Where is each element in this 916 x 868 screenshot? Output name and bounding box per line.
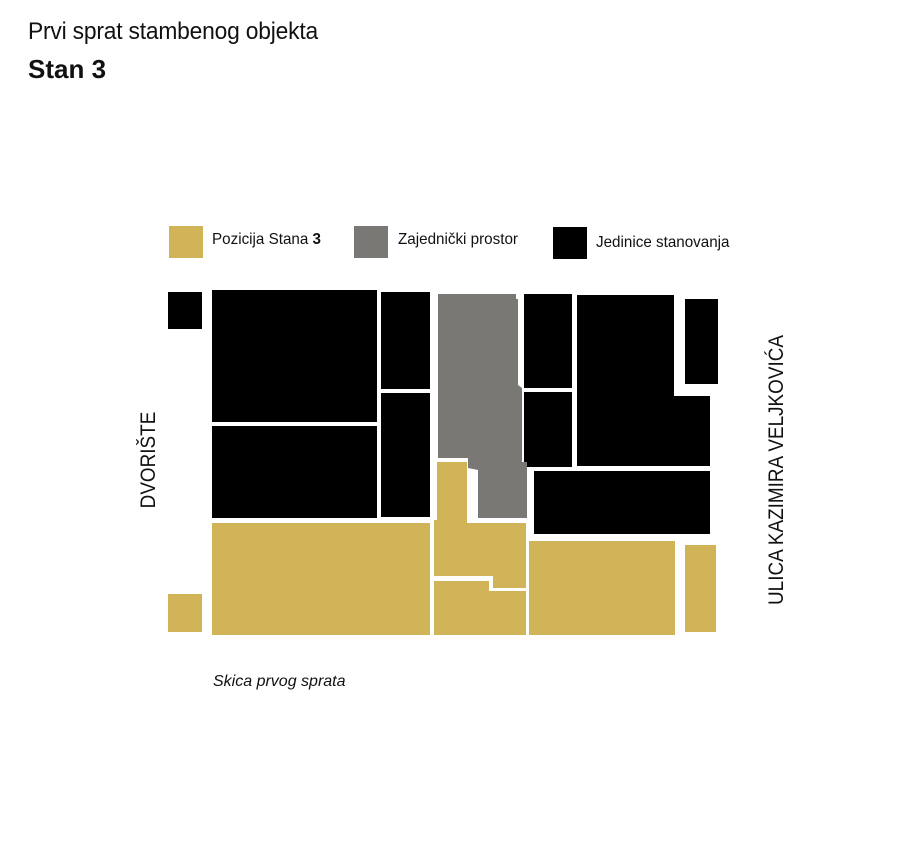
unit-mid-left: [212, 426, 377, 518]
legend-swatch-housing-units: [553, 227, 587, 259]
common-corridor: [438, 294, 527, 518]
legend-label-common-space: Zajednički prostor: [398, 231, 518, 248]
stan3-main-room: [212, 523, 430, 635]
street-label: ULICA KAZIMIRA VELJKOVIĆA: [765, 335, 788, 605]
legend-swatch-stan3: [169, 226, 203, 258]
unit-right-a-top: [524, 294, 572, 388]
stan3-right-room: [529, 541, 675, 635]
stan-3-position: [168, 462, 716, 635]
unit-right-bottom: [534, 471, 710, 534]
legend-label-stan3-number: 3: [312, 231, 322, 248]
courtyard-label: DVORIŠTE: [137, 411, 160, 509]
housing-units: [168, 290, 718, 534]
legend-label-housing-units: Jedinice stanovanja: [596, 234, 730, 251]
stan3-middle-lower: [434, 581, 526, 635]
unit-courtyard-small: [168, 292, 202, 329]
stan3-street-small: [685, 545, 716, 632]
plan-title: Stan 3: [28, 54, 107, 84]
unit-mid-narrow: [381, 393, 430, 517]
plan-caption: Skica prvog sprata: [213, 673, 346, 690]
stan3-middle-upper: [434, 462, 526, 588]
legend-label-stan3: Pozicija Stana 3: [212, 230, 321, 250]
legend-label-stan3-text: Pozicija Stana: [212, 231, 313, 248]
stan3-courtyard-small: [168, 594, 202, 632]
unit-right-large: [577, 295, 710, 466]
unit-right-a-bottom: [524, 392, 572, 467]
unit-top-narrow: [381, 292, 430, 389]
common-space: [438, 294, 527, 518]
unit-top-left: [212, 290, 377, 422]
plan-subtitle: Prvi sprat stambenog objekta: [28, 18, 318, 45]
unit-street-small: [685, 299, 718, 384]
legend-swatch-common-space: [354, 226, 388, 258]
